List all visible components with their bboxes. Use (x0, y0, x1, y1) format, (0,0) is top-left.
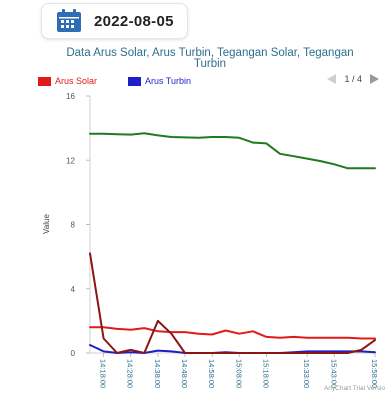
chart-credit: AnyChart Trial Versio (323, 385, 385, 392)
legend-pager: 1 / 4 (327, 74, 379, 84)
x-tick-label: 15:33:00 (302, 359, 311, 388)
legend-item-arus-turbin[interactable]: Arus Turbin (128, 76, 191, 86)
chart-title: Data Arus Solar, Arus Turbin, Tegangan S… (66, 47, 354, 70)
legend-swatch-arus-solar (38, 76, 51, 86)
triangle-right-icon[interactable] (370, 74, 379, 84)
y-tick-label: 16 (66, 92, 75, 101)
series-line-2 (89, 344, 376, 354)
y-axis-label: Value (42, 214, 51, 234)
legend-label-arus-solar: Arus Solar (55, 76, 98, 86)
y-tick-label: 8 (71, 221, 76, 230)
x-tick-label: 14:28:00 (126, 359, 135, 388)
date-picker[interactable]: 2022-08-05 (41, 3, 188, 39)
x-tick-label: 15:58:00 (370, 359, 379, 388)
legend-label-arus-turbin: Arus Turbin (145, 76, 192, 86)
legend-page-indicator: 1 / 4 (344, 74, 362, 84)
x-tick-label: 14:38:00 (153, 359, 162, 388)
triangle-left-icon[interactable] (327, 74, 337, 84)
series-line-1 (89, 326, 376, 340)
calendar-icon (57, 9, 81, 32)
x-tick-label: 14:58:00 (207, 359, 216, 388)
legend-swatch-arus-turbin (128, 76, 141, 86)
x-tick-label: 14:48:00 (180, 359, 189, 388)
x-tick-label: 14:18:00 (99, 359, 108, 388)
series-line-3 (89, 132, 376, 170)
x-tick-label: 15:43:00 (329, 359, 338, 388)
y-tick-label: 12 (66, 156, 75, 165)
y-tick-label: 4 (71, 285, 76, 294)
x-tick-label: 15:08:00 (234, 359, 243, 388)
series-line-4 (89, 252, 376, 354)
selected-date: 2022-08-05 (94, 12, 174, 30)
x-tick-label: 15:18:00 (261, 359, 270, 388)
y-tick-label: 0 (71, 349, 76, 358)
legend-item-arus-solar[interactable]: Arus Solar (38, 76, 97, 86)
